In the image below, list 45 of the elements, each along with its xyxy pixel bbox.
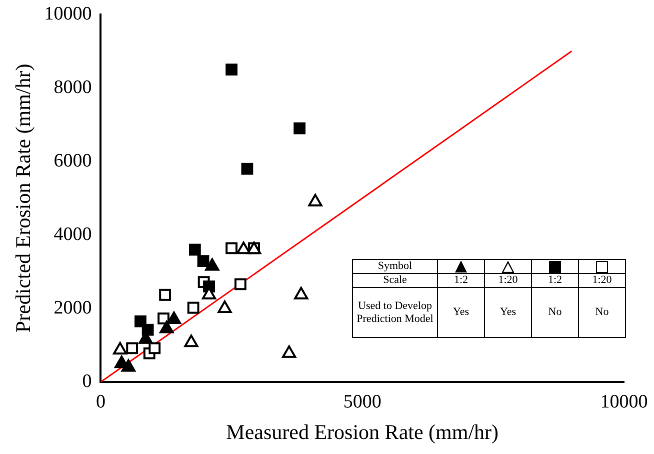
annotation: 1:2: [438, 274, 484, 288]
x-tick-label: 0: [96, 391, 106, 412]
y-axis-title: Predicted Erosion Rate (mm/hr): [11, 64, 36, 333]
point: [148, 342, 161, 354]
x-tick-label: 5000: [343, 391, 382, 412]
annotation: Symbol: [352, 260, 438, 274]
point: [197, 255, 210, 268]
point: [126, 342, 138, 354]
annotation: No: [532, 288, 578, 338]
point: [236, 242, 251, 254]
point: [187, 302, 200, 314]
x-tick-label: 10000: [600, 391, 648, 412]
x-axis-title: Measured Erosion Rate (mm/hr): [226, 420, 499, 444]
annotation: Scale: [352, 274, 438, 288]
annotation: No: [578, 288, 626, 338]
point: [226, 242, 238, 254]
point: [226, 64, 238, 76]
point: [159, 288, 172, 301]
point: [113, 342, 128, 355]
annotation: Yes: [484, 288, 532, 338]
point: [184, 334, 198, 348]
y-tick-label: 10000: [44, 3, 92, 24]
annotation: Yes: [438, 288, 484, 338]
y-tick-label: 8000: [54, 76, 92, 98]
y-tick-label: 6000: [54, 150, 92, 172]
point: [158, 312, 170, 324]
point: [134, 315, 146, 328]
point: [121, 359, 136, 372]
y-tick-label: 4000: [54, 224, 92, 245]
point: [294, 286, 308, 300]
point: [160, 320, 174, 334]
point: [241, 162, 254, 175]
y-tick-label: 2000: [54, 297, 92, 318]
point: [188, 244, 201, 256]
y-tick-label: 0: [82, 370, 92, 392]
point: [308, 194, 322, 206]
annotation: 1:2: [532, 274, 578, 288]
point: [205, 258, 220, 271]
point: [234, 278, 246, 290]
point: [282, 345, 296, 358]
point: [294, 122, 306, 134]
annotation: Used to Develop Prediction Model: [352, 288, 438, 338]
annotation: 1:20: [578, 274, 626, 288]
annotation: 1:20: [484, 274, 532, 288]
point: [218, 300, 232, 313]
